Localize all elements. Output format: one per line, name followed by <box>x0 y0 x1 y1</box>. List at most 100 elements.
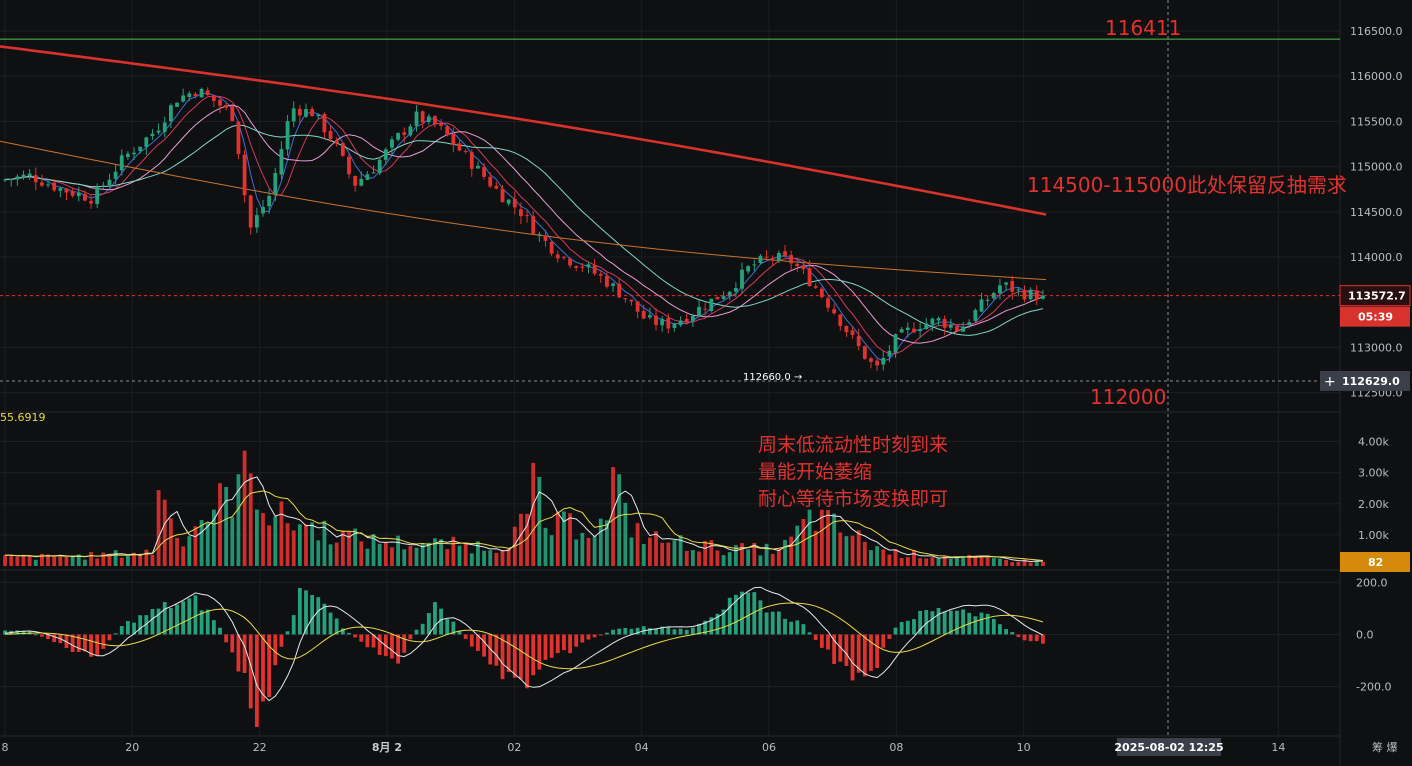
macd-bar <box>119 626 124 635</box>
volume-bar <box>783 539 787 566</box>
volume-bar <box>955 556 959 566</box>
volume-bar <box>328 544 333 566</box>
candle-body <box>58 188 63 191</box>
volume-bar <box>58 556 63 566</box>
volume-bar <box>224 486 229 566</box>
candle-body <box>138 146 143 152</box>
volume-bar <box>95 558 100 566</box>
macd-bar <box>912 619 916 635</box>
price-tick-label: 116500.0 <box>1350 25 1403 38</box>
volume-bar <box>365 548 370 566</box>
volume-bar <box>408 545 413 566</box>
candle-body <box>531 216 536 234</box>
candle-body <box>617 283 622 298</box>
volume-bar <box>672 540 677 566</box>
macd-bar <box>807 632 812 635</box>
price-tick-label: 114500.0 <box>1350 206 1403 219</box>
macd-tick-label: -200.0 <box>1356 681 1391 694</box>
volume-bar <box>273 516 278 566</box>
macd-bar <box>881 634 886 648</box>
macd-bar <box>52 634 57 643</box>
price-tick-label: 115500.0 <box>1350 115 1403 128</box>
grid-lines <box>0 0 1341 766</box>
macd-bar <box>838 634 843 662</box>
volume-bar <box>89 551 93 566</box>
candle-body <box>672 323 677 329</box>
volume-bar <box>887 554 892 566</box>
candle-body <box>813 286 818 288</box>
volume-bar <box>439 539 443 566</box>
candle-body <box>211 95 216 101</box>
price-tick-label: 116000.0 <box>1350 70 1403 83</box>
candle-body <box>205 90 210 96</box>
macd-bar <box>40 634 44 637</box>
volume-bar <box>420 544 425 566</box>
macd-bar <box>801 624 806 635</box>
macd-bar <box>347 632 351 635</box>
macd-bar <box>549 634 554 658</box>
volume-bar <box>340 530 345 566</box>
candle-body <box>783 251 787 256</box>
volume-bar <box>297 524 302 566</box>
candle-body <box>445 126 450 136</box>
macd-bar <box>113 633 118 635</box>
volume-bar <box>285 523 290 566</box>
volume-bar <box>721 555 726 566</box>
macd-bar <box>930 611 935 635</box>
macd-bar <box>340 628 345 635</box>
volume-bar <box>414 547 419 566</box>
candle-body <box>740 269 744 289</box>
volume-bar <box>193 526 198 566</box>
candle-body <box>242 154 247 196</box>
volume-bar <box>543 527 548 566</box>
candle-body <box>979 299 984 312</box>
volume-bar <box>64 556 69 566</box>
volume-bar <box>76 554 81 566</box>
candle-body <box>697 306 701 317</box>
candle-body <box>660 319 665 326</box>
macd-bar <box>33 634 38 636</box>
resistance-label: 116411 <box>1105 16 1181 40</box>
candle-body <box>758 255 763 263</box>
volume-bar <box>457 545 462 566</box>
macd-bar <box>64 634 69 648</box>
macd-bar <box>678 628 683 635</box>
candle-body <box>162 122 167 132</box>
volume-bar <box>1041 561 1045 566</box>
macd-bar <box>764 612 769 635</box>
volume-bar <box>390 547 394 566</box>
candle-body <box>15 176 20 180</box>
candle-body <box>340 143 345 156</box>
macd-bar <box>3 630 7 635</box>
volume-bar <box>733 545 738 566</box>
candle-body <box>476 165 480 169</box>
candle-body <box>420 111 425 123</box>
axes: 116500.0 116000.0 115500.0 115000.0 114500.0… <box>2 25 1411 756</box>
volume-bar <box>463 542 468 566</box>
candle-body <box>457 143 462 151</box>
macd-bar <box>887 634 892 639</box>
macd-bar <box>402 634 407 653</box>
macd-bar <box>433 602 437 635</box>
volume-bar <box>199 520 204 566</box>
note-line-2: 量能开始萎缩 <box>758 461 872 483</box>
candle-body <box>838 314 843 327</box>
time-tick-label: 14 <box>1271 741 1285 754</box>
candle-body <box>33 175 38 183</box>
candle-body <box>715 296 720 300</box>
volume-bar <box>912 549 916 566</box>
macd-bar <box>519 634 523 680</box>
candle-body <box>512 199 517 208</box>
macd-bar <box>70 634 75 653</box>
macd-bar <box>322 603 327 635</box>
candle-body <box>506 199 511 204</box>
candle-body <box>887 350 892 357</box>
volume-bar <box>254 509 259 566</box>
candles <box>3 87 1045 371</box>
macd-bar <box>101 634 106 649</box>
volume-bar <box>525 513 529 566</box>
candle-body <box>359 178 364 186</box>
volume-bar <box>875 546 880 566</box>
